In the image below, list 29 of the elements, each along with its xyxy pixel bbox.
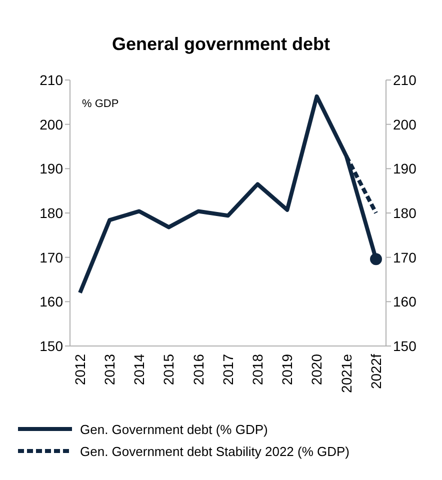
y2-tick-label: 150 [393, 338, 417, 354]
y-axis-title: % GDP [82, 98, 119, 110]
x-tick-label: 2014 [131, 354, 148, 386]
y2-tick-label: 180 [393, 204, 417, 221]
y-tick-label: 180 [40, 204, 64, 221]
x-tick-label: 2019 [279, 354, 296, 386]
y2-tick-label: 160 [393, 294, 417, 310]
x-tick-label: 2021e [338, 354, 354, 393]
x-tick-label: 2013 [102, 354, 118, 386]
x-tick-label: 2015 [160, 354, 177, 386]
y-tick-label: 200 [40, 116, 64, 132]
legend-label: Gen. Government debt Stability 2022 (% GDP) [80, 444, 350, 458]
y2-tick-label: 190 [393, 160, 417, 177]
y-tick-label: 210 [40, 72, 64, 88]
x-tick-label: 2022f [368, 354, 384, 390]
y2-tick-label: 170 [393, 249, 417, 266]
x-tick-label: 2017 [220, 354, 236, 386]
y-tick-label: 190 [40, 160, 64, 177]
chart-title: General government debt [110, 33, 332, 56]
y-tick-label: 150 [40, 338, 64, 354]
y-tick-label: 170 [40, 249, 64, 266]
x-tick-label: 2016 [190, 354, 206, 386]
x-tick-label: 2012 [72, 354, 88, 386]
x-tick-label: 2018 [250, 354, 266, 386]
y2-tick-label: 200 [393, 116, 417, 132]
x-tick-label: 2020 [308, 354, 325, 386]
y2-tick-label: 210 [393, 72, 417, 88]
legend-label: Gen. Government debt (% GDP) [80, 422, 268, 436]
y-tick-label: 160 [40, 294, 64, 310]
